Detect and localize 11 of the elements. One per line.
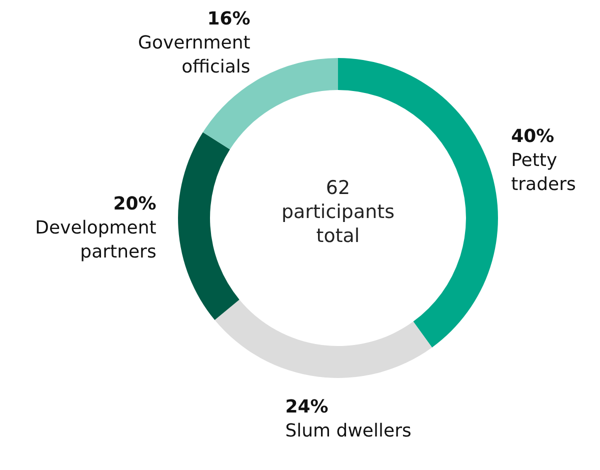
- slice-label: Petty traders: [511, 150, 576, 195]
- text: 62 participants total: [281, 177, 395, 247]
- slice-label: Development partners: [35, 217, 156, 262]
- data-label: 40%: [511, 126, 554, 147]
- donut-slice: [214, 300, 432, 378]
- slice-label: Government officials: [138, 32, 250, 78]
- data-label: 20%: [113, 193, 156, 214]
- data-label: 16%: [207, 8, 250, 30]
- slice-label: Slum dwellers: [285, 420, 412, 442]
- data-label: 24%: [285, 396, 328, 418]
- donut-slice: [178, 132, 240, 320]
